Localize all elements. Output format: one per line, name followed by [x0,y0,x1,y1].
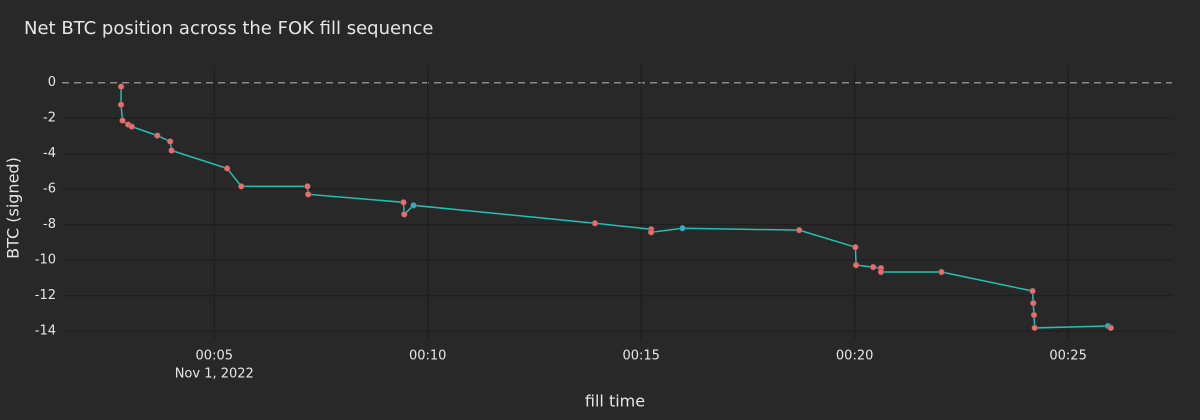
y-tick-label: 0 [48,75,56,90]
point [117,101,125,108]
y-tick-label: -2 [43,111,56,126]
x-tick-label: 00:10 [409,349,446,364]
point [166,138,174,145]
point [238,183,245,190]
point [1031,324,1038,332]
point [591,220,599,227]
point [168,147,175,154]
plot [117,83,1115,332]
point [647,229,655,236]
point [1107,324,1115,332]
point [852,243,859,251]
point [795,226,803,234]
point [117,83,125,90]
point [400,199,407,206]
y-tick-label: -10 [35,253,56,268]
x-axis-title: fill time [585,392,645,411]
x-tick-label: 00:25 [1049,349,1086,364]
point [119,117,126,124]
point [679,224,686,232]
chart-title: Net BTC position across the FOK fill seq… [24,18,433,39]
point [1030,311,1038,319]
x-tick-label: 00:20 [836,349,873,364]
y-axis-title: BTC (signed) [4,157,23,259]
y-tick-label: -4 [43,146,56,161]
point [410,202,417,209]
grid [62,65,1172,340]
x-date-label: Nov 1, 2022 [175,367,254,382]
point [1029,287,1036,295]
point [869,263,877,271]
y-tick-label: -6 [43,182,56,197]
point [304,183,311,190]
point [223,165,231,172]
point [128,123,135,130]
point [1030,299,1037,307]
y-tick-label: -8 [43,217,56,232]
y-tick-label: -14 [35,324,56,339]
point [938,268,945,276]
point [401,211,408,218]
point [154,132,161,139]
x-tick-label: 00:15 [622,349,659,364]
x-tick-label: 00:05 [196,349,233,364]
point [877,268,885,276]
y-tick-label: -12 [35,288,56,303]
point [304,191,312,198]
point [852,261,860,269]
